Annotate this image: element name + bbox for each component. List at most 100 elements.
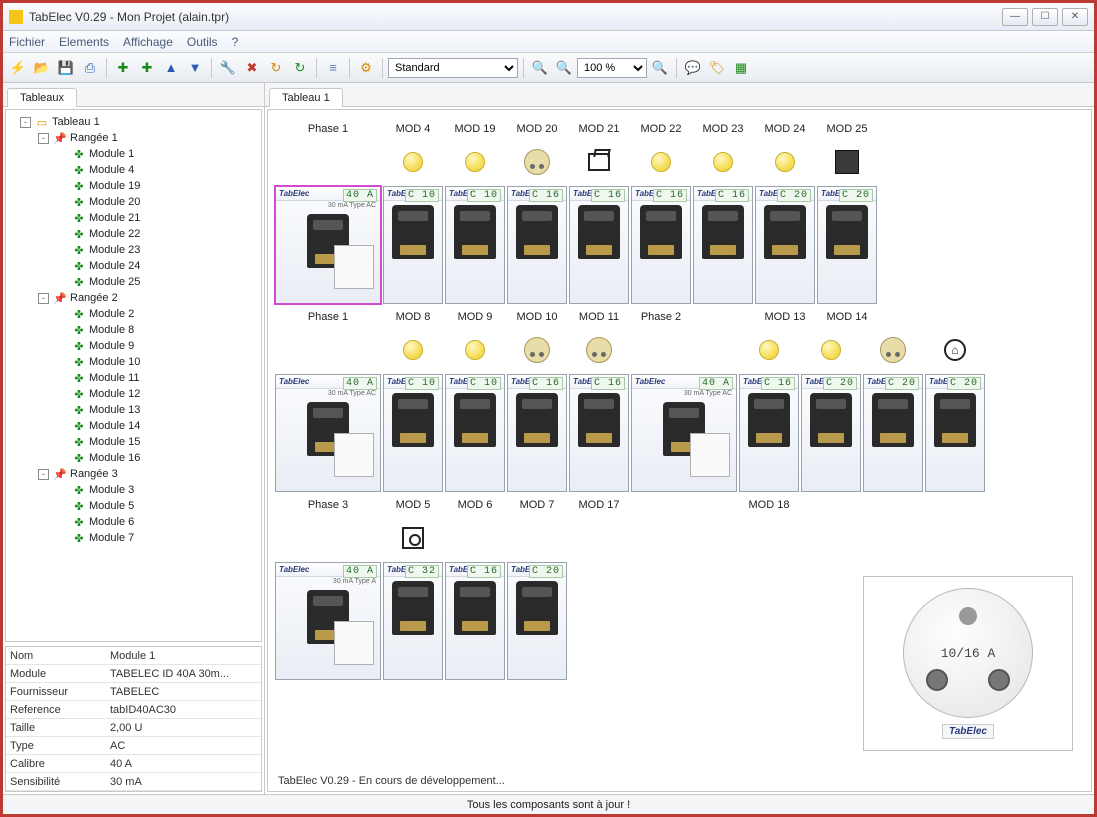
module[interactable]: TabElecC 20 bbox=[863, 374, 923, 492]
zoom-in-icon[interactable]: 🔍 bbox=[529, 57, 551, 79]
menu-outils[interactable]: Outils bbox=[187, 35, 218, 49]
canvas[interactable]: Phase 1MOD 4MOD 19MOD 20MOD 21MOD 22MOD … bbox=[267, 109, 1092, 792]
module[interactable]: TabElecC 20 bbox=[925, 374, 985, 492]
tree-node[interactable]: ✤Module 16 bbox=[8, 450, 259, 466]
menu-?[interactable]: ? bbox=[232, 35, 239, 49]
zoom-fit-icon[interactable]: 🔍 bbox=[649, 57, 671, 79]
maximize-button[interactable]: ☐ bbox=[1032, 8, 1058, 26]
comment-icon[interactable]: 💬 bbox=[682, 57, 704, 79]
module[interactable]: TabElecC 20 bbox=[507, 562, 567, 680]
tree-label: Module 14 bbox=[89, 420, 140, 432]
module[interactable]: TabElecC 32 bbox=[383, 562, 443, 680]
menu-elements[interactable]: Elements bbox=[59, 35, 109, 49]
prop-row[interactable]: NomModule 1 bbox=[6, 647, 261, 665]
tree-node[interactable]: ✤Module 15 bbox=[8, 434, 259, 450]
tree-node[interactable]: ✤Module 22 bbox=[8, 226, 259, 242]
tree-node[interactable]: ✤Module 23 bbox=[8, 242, 259, 258]
tree-node[interactable]: ✤Module 19 bbox=[8, 178, 259, 194]
module[interactable]: TabElec40 A30 mA Type AC bbox=[631, 374, 737, 492]
tab-tableau1[interactable]: Tableau 1 bbox=[269, 88, 343, 107]
module[interactable]: TabElecC 16 bbox=[507, 186, 567, 304]
tree-toggle[interactable]: - bbox=[38, 293, 49, 304]
tree-node[interactable]: ✤Module 9 bbox=[8, 338, 259, 354]
tree-node[interactable]: ✤Module 8 bbox=[8, 322, 259, 338]
open-icon[interactable]: 📂 bbox=[31, 57, 53, 79]
prop-row[interactable]: FournisseurTABELEC bbox=[6, 683, 261, 701]
module[interactable]: TabElec40 A30 mA Type AC bbox=[275, 186, 381, 304]
gear-icon[interactable]: ⚙ bbox=[355, 57, 377, 79]
tree-node[interactable]: -▭Tableau 1 bbox=[8, 114, 259, 130]
refresh-icon[interactable]: ↻ bbox=[265, 57, 287, 79]
tab-tableaux[interactable]: Tableaux bbox=[7, 88, 77, 107]
module[interactable]: TabElecC 10 bbox=[383, 186, 443, 304]
tree-node[interactable]: ✤Module 1 bbox=[8, 146, 259, 162]
zoom-combo[interactable]: 100 % bbox=[577, 58, 647, 78]
module[interactable]: TabElecC 16 bbox=[693, 186, 753, 304]
style-combo[interactable]: Standard bbox=[388, 58, 518, 78]
tree-node[interactable]: ✤Module 11 bbox=[8, 370, 259, 386]
tree-node[interactable]: -📌Rangée 2 bbox=[8, 290, 259, 306]
tree-node[interactable]: ✤Module 7 bbox=[8, 530, 259, 546]
tree-node[interactable]: ✤Module 10 bbox=[8, 354, 259, 370]
add-green2-icon[interactable]: ✚ bbox=[136, 57, 158, 79]
prop-row[interactable]: Calibre40 A bbox=[6, 755, 261, 773]
minimize-button[interactable]: — bbox=[1002, 8, 1028, 26]
module[interactable]: TabElecC 20 bbox=[755, 186, 815, 304]
table-icon[interactable]: ▦ bbox=[730, 57, 752, 79]
tree-view[interactable]: -▭Tableau 1-📌Rangée 1✤Module 1✤Module 4✤… bbox=[5, 109, 262, 642]
zoom-out-icon[interactable]: 🔍 bbox=[553, 57, 575, 79]
tag-icon[interactable]: 🏷 bbox=[706, 57, 728, 79]
tree-node[interactable]: ✤Module 12 bbox=[8, 386, 259, 402]
module[interactable]: TabElecC 16 bbox=[445, 562, 505, 680]
tree-node[interactable]: ✤Module 4 bbox=[8, 162, 259, 178]
save-icon[interactable]: 💾 bbox=[55, 57, 77, 79]
tree-node[interactable]: ✤Module 5 bbox=[8, 498, 259, 514]
tree-node[interactable]: ✤Module 13 bbox=[8, 402, 259, 418]
module[interactable]: TabElecC 16 bbox=[569, 374, 629, 492]
tree-node[interactable]: ✤Module 20 bbox=[8, 194, 259, 210]
add-green-icon[interactable]: ✚ bbox=[112, 57, 134, 79]
tree-toggle[interactable]: - bbox=[38, 133, 49, 144]
tree-node[interactable]: ✤Module 2 bbox=[8, 306, 259, 322]
export-icon[interactable]: ⎙ bbox=[79, 57, 101, 79]
delete-icon[interactable]: ✖ bbox=[241, 57, 263, 79]
prop-row[interactable]: ModuleTABELEC ID 40A 30m... bbox=[6, 665, 261, 683]
tree-toggle[interactable]: - bbox=[38, 469, 49, 480]
tree-node[interactable]: ✤Module 14 bbox=[8, 418, 259, 434]
module[interactable]: TabElec40 A30 mA Type AC bbox=[275, 374, 381, 492]
refresh2-icon[interactable]: ↻ bbox=[289, 57, 311, 79]
tree-node[interactable]: ✤Module 21 bbox=[8, 210, 259, 226]
module[interactable]: TabElecC 10 bbox=[445, 374, 505, 492]
menu-affichage[interactable]: Affichage bbox=[123, 35, 173, 49]
menu-fichier[interactable]: Fichier bbox=[9, 35, 45, 49]
prop-row[interactable]: Taille2,00 U bbox=[6, 719, 261, 737]
wrench-icon[interactable]: 🔧 bbox=[217, 57, 239, 79]
module[interactable]: TabElecC 10 bbox=[445, 186, 505, 304]
module[interactable]: TabElecC 16 bbox=[569, 186, 629, 304]
prop-row[interactable]: TypeAC bbox=[6, 737, 261, 755]
module[interactable]: TabElecC 16 bbox=[631, 186, 691, 304]
tree-node[interactable]: ✤Module 6 bbox=[8, 514, 259, 530]
tree-node[interactable]: -📌Rangée 3 bbox=[8, 466, 259, 482]
up-icon[interactable]: ▲ bbox=[160, 57, 182, 79]
module[interactable]: TabElecC 16 bbox=[507, 374, 567, 492]
tree-toggle[interactable]: - bbox=[20, 117, 31, 128]
module-footer: Phase 1 bbox=[274, 308, 382, 326]
module[interactable]: TabElec40 A30 mA Type A bbox=[275, 562, 381, 680]
module[interactable]: TabElecC 16 bbox=[739, 374, 799, 492]
prop-row[interactable]: Sensibilité30 mA bbox=[6, 773, 261, 791]
tree-node[interactable]: ✤Module 25 bbox=[8, 274, 259, 290]
tree-node[interactable]: ✤Module 3 bbox=[8, 482, 259, 498]
down-icon[interactable]: ▼ bbox=[184, 57, 206, 79]
tree-node[interactable]: -📌Rangée 1 bbox=[8, 130, 259, 146]
module[interactable]: TabElecC 10 bbox=[383, 374, 443, 492]
module[interactable]: TabElecC 20 bbox=[801, 374, 861, 492]
tree-label: Module 5 bbox=[89, 500, 134, 512]
module[interactable]: TabElecC 20 bbox=[817, 186, 877, 304]
flash-icon[interactable]: ⚡ bbox=[7, 57, 29, 79]
prop-row[interactable]: ReferencetabID40AC30 bbox=[6, 701, 261, 719]
tree-node[interactable]: ✤Module 24 bbox=[8, 258, 259, 274]
db-icon[interactable]: ≡ bbox=[322, 57, 344, 79]
close-button[interactable]: ✕ bbox=[1062, 8, 1088, 26]
clover-icon: ✤ bbox=[72, 372, 86, 384]
